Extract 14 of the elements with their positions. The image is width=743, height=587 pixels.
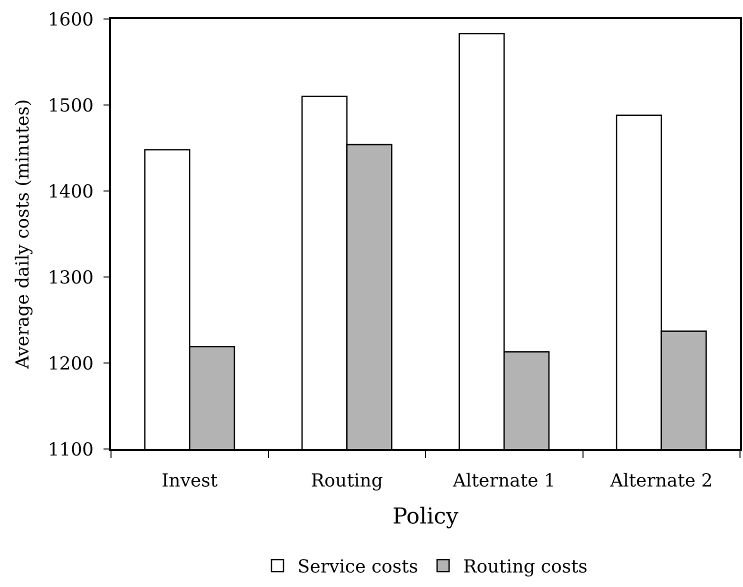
x-axis-title: Policy [392, 504, 460, 530]
x-tick-label: Routing [310, 470, 383, 492]
y-tick-label: 1300 [48, 267, 94, 288]
y-tick-label: 1500 [48, 95, 94, 116]
x-tick-label: Invest [162, 470, 218, 492]
y-tick-label: 1100 [48, 439, 94, 460]
y-tick-label: 1600 [48, 9, 94, 30]
y-tick-label: 1400 [48, 181, 94, 202]
legend-label: Routing costs [463, 556, 588, 578]
y-axis-title: Average daily costs (minutes) [12, 99, 34, 370]
y-tick-label: 1200 [48, 353, 94, 374]
x-tick-label: Alternate 1 [452, 470, 556, 492]
x-tick-label: Alternate 2 [609, 470, 713, 492]
legend-label: Service costs [298, 556, 418, 578]
